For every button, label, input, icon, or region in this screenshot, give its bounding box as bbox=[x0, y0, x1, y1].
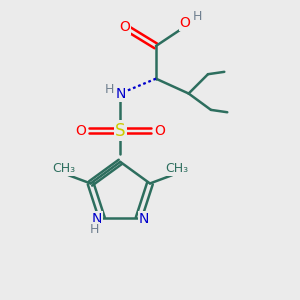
Text: O: O bbox=[119, 20, 130, 34]
Text: CH₃: CH₃ bbox=[165, 162, 188, 175]
Text: H: H bbox=[90, 223, 99, 236]
Text: H: H bbox=[104, 83, 114, 97]
Text: S: S bbox=[115, 122, 125, 140]
Text: N: N bbox=[116, 86, 126, 100]
Text: O: O bbox=[180, 16, 190, 30]
Text: O: O bbox=[75, 124, 86, 138]
Text: O: O bbox=[154, 124, 165, 138]
Text: N: N bbox=[139, 212, 149, 226]
Text: CH₃: CH₃ bbox=[52, 162, 75, 175]
Text: H: H bbox=[193, 10, 202, 23]
Text: N: N bbox=[92, 212, 102, 226]
